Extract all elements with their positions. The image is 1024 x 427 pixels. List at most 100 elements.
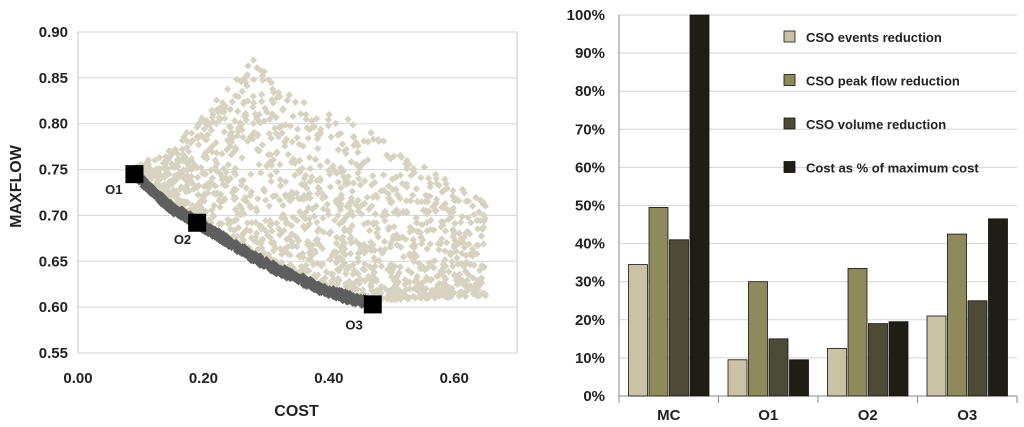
solution-point (408, 191, 417, 199)
solution-point (383, 151, 391, 159)
solution-point (435, 292, 443, 300)
bar-category-label: MC (657, 407, 680, 424)
solution-point (412, 185, 421, 193)
solution-point (247, 234, 256, 242)
solution-point (327, 228, 335, 236)
solution-point (254, 195, 262, 203)
solution-point (223, 85, 232, 93)
solution-point (459, 262, 468, 270)
solution-point (341, 251, 349, 259)
solution-point (370, 254, 378, 262)
bar-y-tick-label: 60% (575, 159, 605, 176)
solution-point (316, 174, 324, 183)
solution-point (215, 220, 223, 228)
solution-point (341, 280, 350, 288)
solution-point (355, 279, 363, 287)
bar-y-tick-label: 10% (575, 350, 605, 367)
solution-point (160, 158, 169, 166)
solution-point (354, 148, 362, 157)
solution-point (246, 170, 255, 178)
solution-point (425, 291, 434, 299)
solution-point (225, 122, 234, 131)
solution-point (253, 64, 261, 72)
solution-point (149, 170, 157, 179)
solution-point (386, 243, 395, 251)
highlight-label-o3: O3 (345, 317, 362, 332)
solution-point (291, 98, 300, 106)
solution-point (256, 169, 265, 177)
solution-point (448, 262, 457, 270)
solution-point (440, 262, 448, 271)
solution-point (305, 153, 314, 162)
solution-point (319, 205, 327, 213)
solution-point (208, 142, 216, 150)
solution-point (272, 219, 281, 227)
solution-point (458, 212, 466, 221)
solution-point (238, 154, 246, 162)
solution-point (284, 150, 292, 159)
solution-point (179, 171, 187, 179)
solution-point (405, 278, 414, 286)
solution-point (406, 197, 415, 205)
solution-point (260, 68, 268, 76)
bar-mc-series-3 (669, 239, 689, 397)
solution-point (472, 289, 480, 297)
solution-point (426, 225, 434, 234)
solution-point (276, 181, 285, 190)
solution-point (208, 106, 216, 115)
solution-point (183, 172, 191, 180)
solution-point (415, 259, 423, 267)
solution-point (314, 259, 322, 268)
solution-point (332, 258, 341, 267)
solution-point (369, 135, 377, 143)
solution-point (455, 229, 464, 237)
solution-point (331, 119, 340, 128)
solution-point (324, 116, 333, 124)
solution-point (393, 272, 401, 281)
solution-point (417, 198, 425, 206)
solution-point (251, 110, 260, 118)
solution-point (348, 187, 357, 195)
solution-point (257, 97, 266, 106)
solution-point (241, 196, 250, 205)
solution-point (238, 87, 247, 96)
solution-point (382, 286, 391, 294)
solution-point (268, 227, 276, 235)
solution-point (197, 203, 205, 212)
solution-point (469, 274, 477, 282)
solution-point (239, 176, 248, 185)
solution-point (273, 148, 281, 156)
solution-point (416, 294, 425, 302)
solution-point (468, 252, 477, 260)
solution-point (457, 235, 466, 243)
solution-point (203, 121, 211, 129)
solution-point (338, 255, 346, 264)
solution-point (228, 98, 237, 106)
solution-point (243, 82, 251, 90)
solution-point (345, 228, 354, 236)
solution-point (307, 124, 315, 133)
solution-point (224, 161, 233, 169)
legend-swatch-2 (783, 74, 796, 86)
solution-point (327, 133, 335, 141)
solution-point (389, 236, 397, 244)
solution-point (260, 187, 268, 195)
scatter-y-tick-label: 0.85 (39, 70, 68, 87)
solution-point (449, 227, 457, 235)
solution-point (294, 236, 302, 244)
solution-point (430, 264, 438, 272)
bar-mc-series-4 (689, 14, 710, 397)
highlight-marker-o1 (125, 165, 144, 184)
solution-point (296, 168, 304, 177)
solution-point (477, 274, 486, 282)
solution-point (305, 189, 314, 198)
solution-point (242, 184, 250, 192)
solution-point (324, 122, 333, 130)
solution-point (203, 155, 211, 163)
bar-o1-series-1 (727, 359, 748, 397)
solution-point (379, 171, 388, 179)
bar-y-tick-label: 70% (575, 121, 605, 138)
legend-swatch-4 (783, 161, 796, 173)
solution-point (240, 210, 248, 218)
solution-point (449, 232, 457, 241)
